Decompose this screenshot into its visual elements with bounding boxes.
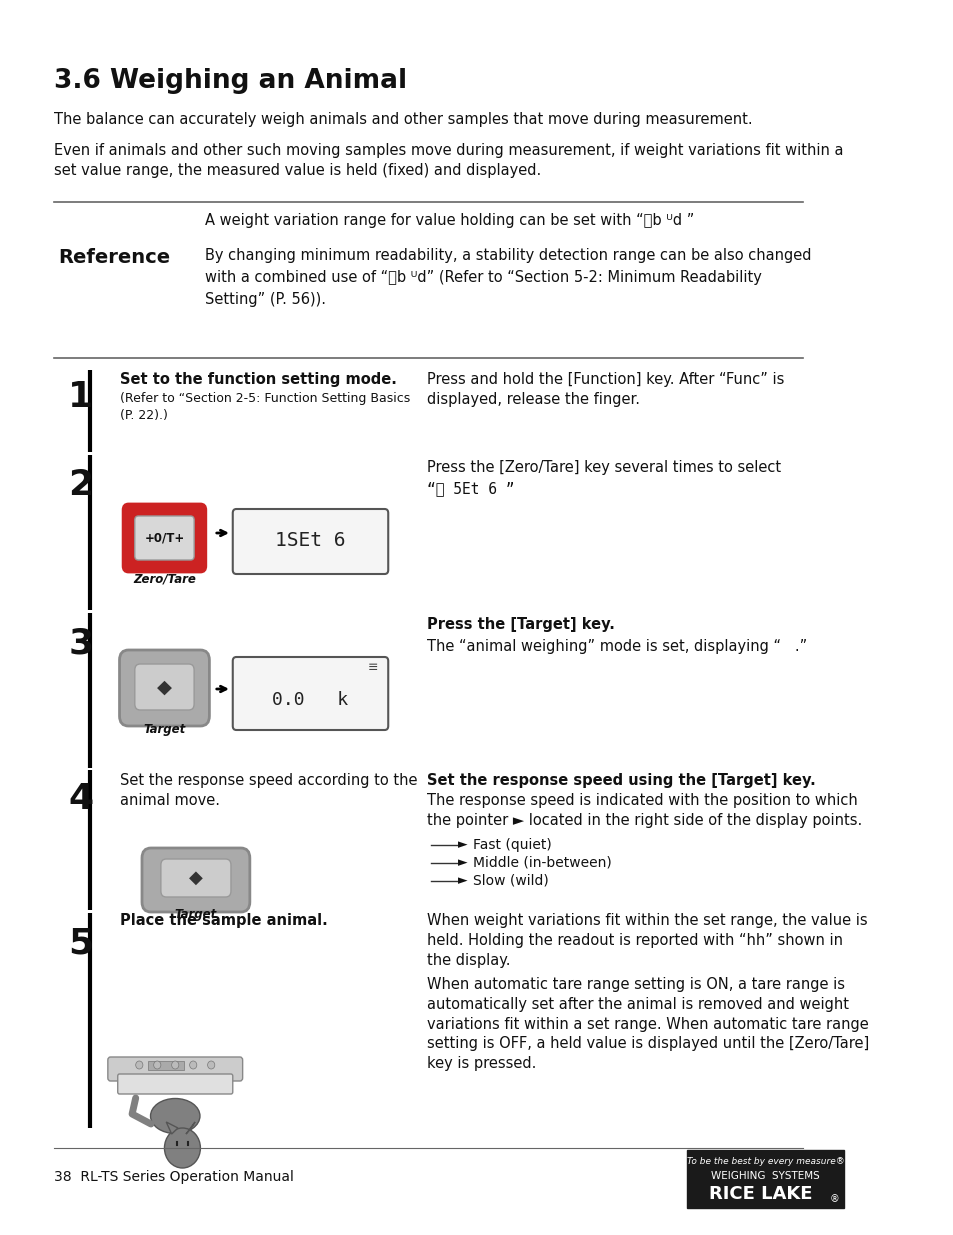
- Text: 2: 2: [69, 468, 93, 501]
- Text: ►: ►: [457, 857, 468, 869]
- Text: Set the response speed using the [Target] key.: Set the response speed using the [Target…: [426, 773, 815, 788]
- Text: Middle (in-between): Middle (in-between): [473, 856, 611, 869]
- Text: ◆: ◆: [189, 869, 203, 887]
- FancyBboxPatch shape: [119, 650, 209, 726]
- Text: The response speed is indicated with the position to which
the pointer ► located: The response speed is indicated with the…: [426, 793, 862, 827]
- Ellipse shape: [151, 1098, 200, 1134]
- Text: 0.0   k: 0.0 k: [272, 692, 348, 709]
- Text: 3: 3: [69, 626, 93, 659]
- Text: 38  RL-TS Series Operation Manual: 38 RL-TS Series Operation Manual: [54, 1170, 294, 1184]
- Text: 5: 5: [69, 926, 93, 960]
- Text: Press the [Target] key.: Press the [Target] key.: [426, 618, 614, 632]
- Text: ►: ►: [457, 874, 468, 888]
- Text: Target: Target: [143, 722, 186, 736]
- Text: ®: ®: [829, 1194, 839, 1204]
- FancyBboxPatch shape: [233, 657, 388, 730]
- Text: 3.6 Weighing an Animal: 3.6 Weighing an Animal: [54, 68, 407, 94]
- FancyBboxPatch shape: [117, 1074, 233, 1094]
- FancyBboxPatch shape: [161, 860, 231, 897]
- Text: Slow (wild): Slow (wild): [473, 874, 548, 888]
- Text: A weight variation range for value holding can be set with “ᵹb ᵁd ”: A weight variation range for value holdi…: [205, 212, 694, 228]
- Circle shape: [208, 1061, 214, 1070]
- Text: WEIGHING  SYSTEMS: WEIGHING SYSTEMS: [711, 1171, 820, 1181]
- Text: When automatic tare range setting is ON, a tare range is
automatically set after: When automatic tare range setting is ON,…: [426, 977, 868, 1071]
- Text: To be the best by every measure®: To be the best by every measure®: [686, 1157, 843, 1167]
- Text: Zero/Tare: Zero/Tare: [132, 573, 195, 585]
- Text: Fast (quiet): Fast (quiet): [473, 839, 551, 852]
- FancyBboxPatch shape: [134, 516, 193, 559]
- Text: “Ͷ 5Et 6 ”: “Ͷ 5Et 6 ”: [426, 480, 514, 496]
- Text: +0/T+: +0/T+: [144, 531, 184, 545]
- FancyBboxPatch shape: [233, 509, 388, 574]
- Polygon shape: [166, 1123, 178, 1134]
- Circle shape: [135, 1061, 143, 1070]
- Text: Place the sample animal.: Place the sample animal.: [119, 913, 327, 927]
- Text: ≡: ≡: [367, 662, 377, 674]
- Text: When weight variations fit within the set range, the value is
held. Holding the : When weight variations fit within the se…: [426, 913, 866, 967]
- FancyBboxPatch shape: [123, 504, 206, 572]
- Text: ►: ►: [457, 839, 468, 851]
- Text: Even if animals and other such moving samples move during measurement, if weight: Even if animals and other such moving sa…: [54, 143, 842, 178]
- Text: 4: 4: [69, 782, 93, 816]
- Text: (Refer to “Section 2-5: Function Setting Basics
(P. 22).): (Refer to “Section 2-5: Function Setting…: [119, 391, 410, 422]
- Polygon shape: [186, 1123, 194, 1134]
- Text: 1: 1: [69, 380, 93, 414]
- Text: 1SEt 6: 1SEt 6: [274, 531, 345, 551]
- Text: By changing minimum readability, a stability detection range can be also changed: By changing minimum readability, a stabi…: [205, 248, 811, 308]
- Text: Target: Target: [174, 908, 217, 921]
- Circle shape: [164, 1128, 200, 1168]
- Text: Press and hold the [Function] key. After “Func” is
displayed, release the finger: Press and hold the [Function] key. After…: [426, 372, 783, 406]
- Text: ◆: ◆: [157, 678, 172, 697]
- FancyBboxPatch shape: [134, 664, 193, 710]
- FancyBboxPatch shape: [148, 1061, 184, 1070]
- FancyBboxPatch shape: [108, 1057, 242, 1081]
- Circle shape: [172, 1061, 178, 1070]
- Text: The “animal weighing” mode is set, displaying “   .”: The “animal weighing” mode is set, displ…: [426, 638, 806, 655]
- Text: Set to the function setting mode.: Set to the function setting mode.: [119, 372, 396, 387]
- Circle shape: [153, 1061, 161, 1070]
- Text: Set the response speed according to the
animal move.: Set the response speed according to the …: [119, 773, 416, 808]
- Circle shape: [190, 1061, 196, 1070]
- FancyBboxPatch shape: [142, 848, 250, 911]
- FancyBboxPatch shape: [687, 1150, 843, 1208]
- Text: RICE LAKE: RICE LAKE: [709, 1186, 812, 1203]
- Text: Press the [Zero/Tare] key several times to select: Press the [Zero/Tare] key several times …: [426, 459, 781, 475]
- Text: The balance can accurately weigh animals and other samples that move during meas: The balance can accurately weigh animals…: [54, 112, 752, 127]
- Text: Reference: Reference: [58, 248, 171, 267]
